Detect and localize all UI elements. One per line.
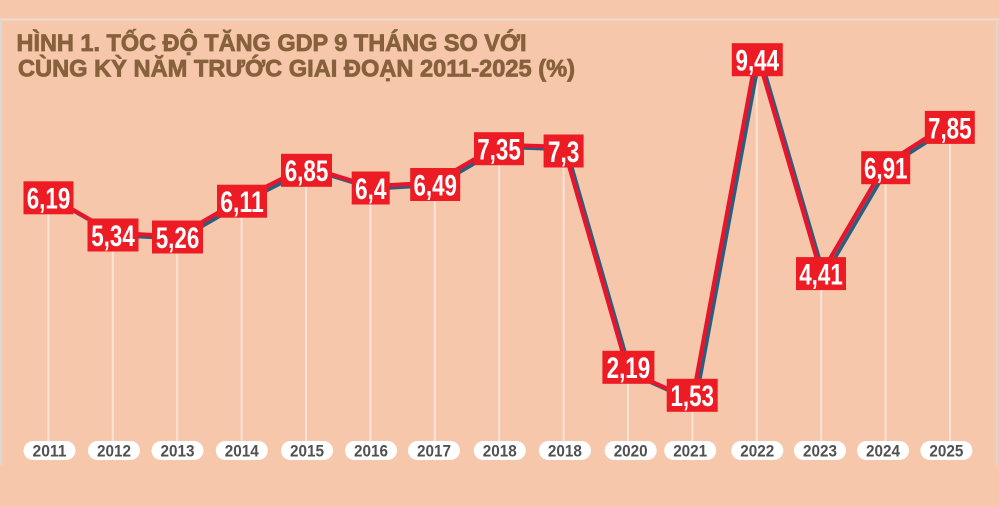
svg-text:2023: 2023	[803, 442, 837, 461]
svg-text:2022: 2022	[740, 442, 774, 461]
svg-text:6,4: 6,4	[355, 173, 387, 206]
svg-text:2021: 2021	[673, 442, 707, 461]
svg-text:7,85: 7,85	[928, 112, 972, 145]
svg-text:2020: 2020	[614, 442, 648, 461]
svg-text:2018: 2018	[483, 442, 517, 461]
svg-text:9,44: 9,44	[736, 45, 780, 78]
svg-text:6,91: 6,91	[864, 153, 908, 186]
svg-text:5,26: 5,26	[156, 222, 200, 255]
svg-text:4,41: 4,41	[799, 259, 843, 292]
svg-text:7,3: 7,3	[548, 136, 580, 169]
svg-text:2,19: 2,19	[607, 352, 651, 385]
svg-text:6,19: 6,19	[27, 183, 71, 216]
svg-text:2014: 2014	[225, 442, 259, 461]
svg-text:2018: 2018	[548, 442, 582, 461]
svg-text:2013: 2013	[161, 442, 195, 461]
svg-text:7,35: 7,35	[477, 134, 521, 167]
svg-text:2017: 2017	[417, 442, 451, 461]
svg-text:2011: 2011	[33, 442, 67, 461]
svg-text:CÙNG KỲ NĂM TRƯỚC GIAI ĐOẠN 20: CÙNG KỲ NĂM TRƯỚC GIAI ĐOẠN 2011-2025 (%…	[18, 54, 575, 82]
svg-text:2025: 2025	[929, 442, 963, 461]
svg-text:5,34: 5,34	[91, 220, 135, 253]
svg-text:6,11: 6,11	[220, 186, 264, 219]
svg-text:6,49: 6,49	[413, 169, 457, 202]
svg-text:2016: 2016	[354, 442, 388, 461]
svg-text:1,53: 1,53	[670, 380, 714, 413]
svg-text:HÌNH 1. TỐC ĐỘ TĂNG GDP 9 THÁN: HÌNH 1. TỐC ĐỘ TĂNG GDP 9 THÁNG SO VỚI	[17, 29, 527, 57]
svg-text:6,85: 6,85	[285, 155, 329, 188]
svg-text:2024: 2024	[866, 442, 900, 461]
svg-text:2015: 2015	[290, 442, 324, 461]
svg-text:2012: 2012	[97, 442, 131, 461]
